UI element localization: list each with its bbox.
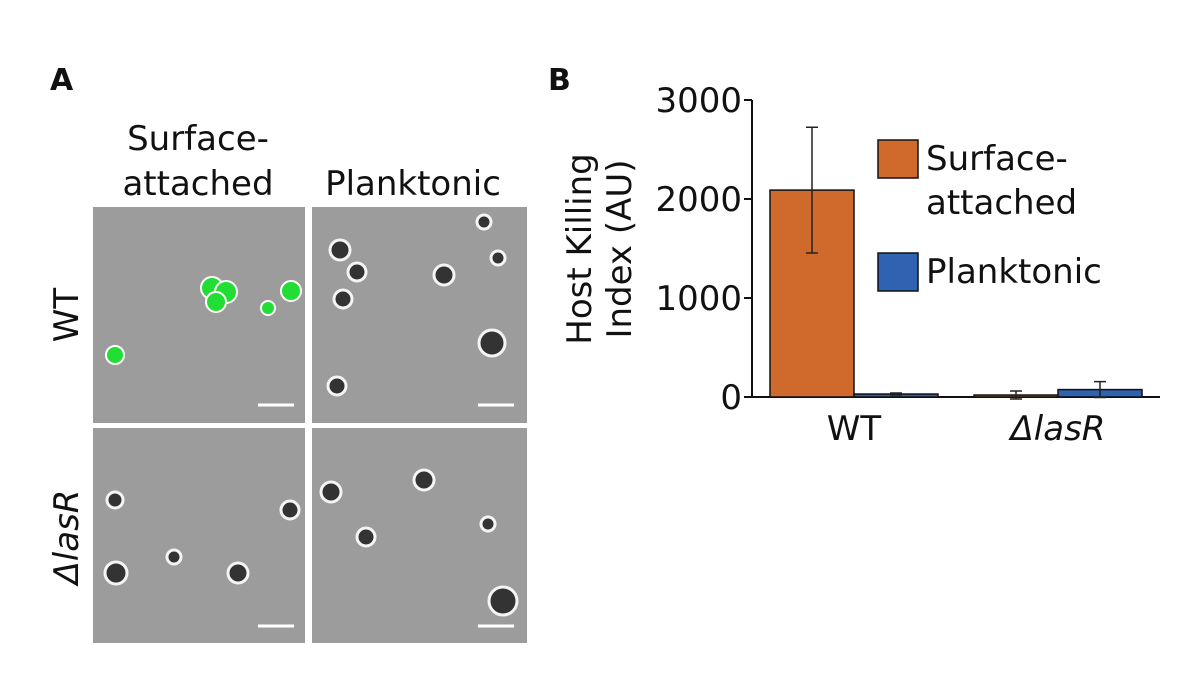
y-tick-label: 1000 [655, 279, 742, 319]
legend-swatch [877, 252, 919, 292]
error-bar [1010, 390, 1022, 400]
fluorescent-cells [105, 276, 302, 365]
micrograph [93, 207, 305, 423]
legend-label: Planktonic [926, 252, 1102, 292]
y-tick-label: 2000 [655, 180, 742, 220]
row-label: WT [47, 288, 87, 343]
column-header: Planktonic [325, 164, 501, 204]
x-tick-label: ΔlasR [1008, 409, 1106, 449]
panel-label: A [50, 63, 74, 98]
y-tick-label: 0 [720, 378, 742, 418]
micrograph [93, 428, 305, 643]
cells [103, 213, 519, 617]
y-tick-label: 3000 [655, 81, 742, 121]
x-tick-label: WT [827, 409, 882, 449]
y-axis-label: Host KillingIndex (AU) [560, 153, 640, 344]
error-bar [1094, 380, 1106, 399]
scale-bars [258, 403, 514, 628]
legend-label: Surface-attached [926, 139, 1077, 223]
error-bar [890, 392, 902, 396]
legend-swatch [877, 139, 919, 179]
column-header: Surface-attached [122, 119, 273, 204]
panel-label: B [548, 63, 571, 98]
row-label: ΔlasR [47, 490, 87, 588]
micrographs [93, 207, 527, 643]
error-bar [806, 126, 818, 254]
